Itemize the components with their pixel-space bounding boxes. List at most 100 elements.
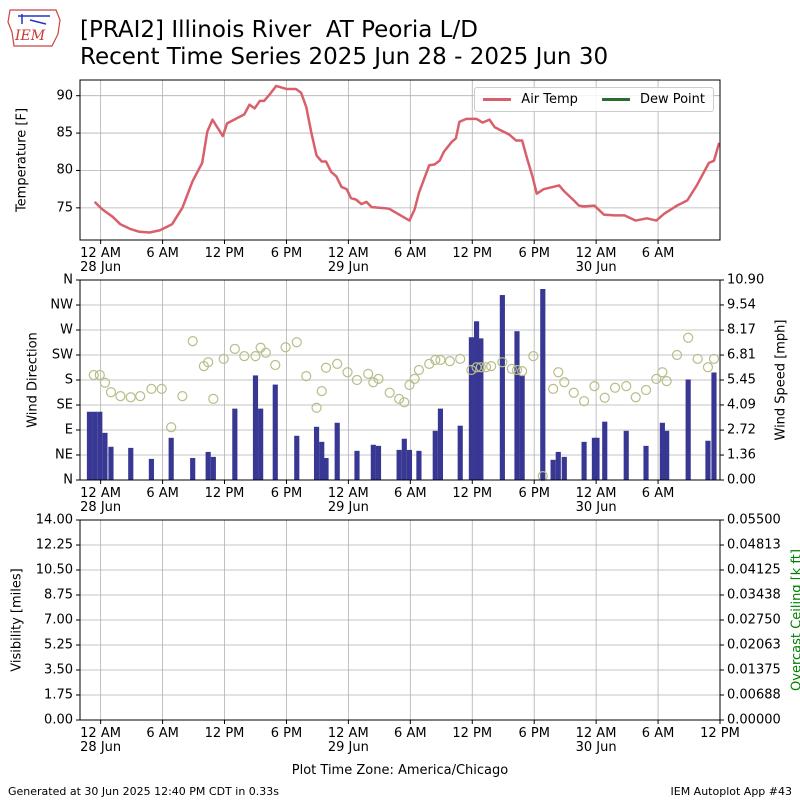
bar <box>581 441 587 480</box>
marker <box>413 364 425 376</box>
y2-tick-label: 0.04125 <box>727 562 781 578</box>
legend-swatch <box>483 98 512 101</box>
marker <box>528 351 539 362</box>
y-tick-label: E <box>64 422 73 438</box>
marker <box>88 369 99 381</box>
x-tick-label: 12 PM <box>204 486 245 501</box>
bar <box>705 440 711 480</box>
footer-left: Generated at 30 Jun 2025 12:40 PM CDT in… <box>8 785 280 798</box>
bar <box>457 425 463 480</box>
legend: Air Temp Dew Point <box>474 87 714 112</box>
x-tick-label: 6 PM <box>270 486 303 501</box>
bar <box>205 451 211 480</box>
bar <box>258 408 264 480</box>
marker <box>559 377 570 388</box>
y-tick-label: 80 <box>56 162 73 178</box>
legend-label: Dew Point <box>639 92 705 107</box>
x-tick-label: 12 AM 29 Jun <box>327 726 369 755</box>
marker <box>270 359 281 371</box>
marker <box>692 353 703 364</box>
bar <box>252 375 259 480</box>
bar <box>416 450 422 480</box>
bar <box>643 445 649 480</box>
line <box>93 84 721 234</box>
marker <box>187 336 198 347</box>
bar <box>92 411 98 480</box>
y2-tick-label: 8.17 <box>727 322 756 338</box>
marker <box>229 343 240 354</box>
bar <box>319 441 325 480</box>
y-tick-label: 75 <box>56 200 73 216</box>
bar <box>396 449 402 480</box>
x-tick-label: 6 PM <box>270 246 303 261</box>
marker <box>239 351 250 362</box>
marker <box>466 364 477 376</box>
marker <box>630 392 641 403</box>
legend-item: Air Temp <box>483 92 578 107</box>
y-tick-label: 0.00 <box>44 712 73 728</box>
marker <box>255 342 266 353</box>
marker <box>218 353 229 364</box>
bar <box>334 422 340 480</box>
marker <box>135 391 146 402</box>
y-tick-label: 5.25 <box>44 637 73 653</box>
marker <box>578 396 590 407</box>
x-axis-label: Plot Time Zone: America/Chicago <box>291 763 509 778</box>
marker <box>94 369 105 381</box>
marker <box>511 364 523 376</box>
y-axis-label: Visibility [miles] <box>9 568 25 672</box>
bar <box>168 437 174 480</box>
y2-tick-label: 2.72 <box>727 422 756 438</box>
marker <box>486 361 497 372</box>
y-tick-label: N <box>63 472 73 488</box>
marker <box>342 367 353 378</box>
y-tick-label: 12.25 <box>35 537 73 553</box>
bar <box>591 437 597 480</box>
bar <box>370 444 376 480</box>
bar <box>375 445 382 480</box>
marker <box>291 337 302 348</box>
bar <box>272 384 278 480</box>
marker <box>497 357 508 368</box>
bar <box>519 375 525 480</box>
logo-text: IEM <box>15 28 46 44</box>
x-tick-label: 12 AM 30 Jun <box>575 246 617 275</box>
marker <box>260 347 271 358</box>
marker <box>435 354 446 366</box>
x-tick-label: 6 AM <box>394 246 427 261</box>
marker <box>399 397 410 408</box>
marker <box>621 381 632 392</box>
y2-tick-label: 0.01375 <box>727 662 781 678</box>
marker <box>537 471 548 482</box>
bar <box>594 437 600 480</box>
y2-tick-label: 4.09 <box>727 397 756 413</box>
bar <box>602 421 608 480</box>
x-tick-label: 12 AM 29 Jun <box>327 246 369 275</box>
marker <box>373 373 384 384</box>
subtitle: Recent Time Series 2025 Jun 28 - 2025 Ju… <box>80 44 609 70</box>
marker <box>384 387 395 398</box>
y2-tick-label: 0.00000 <box>727 712 781 728</box>
marker <box>589 381 600 392</box>
x-tick-label: 6 AM <box>394 726 427 741</box>
marker <box>444 356 455 367</box>
y-tick-label: 90 <box>56 88 73 104</box>
y-axis-label: Temperature [F] <box>14 107 30 213</box>
x-tick-label: 6 AM <box>641 246 675 261</box>
plot-frame <box>79 279 721 481</box>
y2-tick-label: 0.02750 <box>727 612 781 628</box>
y-tick-label: 10.50 <box>35 562 73 578</box>
bar <box>437 408 444 480</box>
x-tick-label: 6 AM <box>146 486 179 501</box>
y2-tick-label: 0.00 <box>727 472 756 488</box>
marker <box>651 373 662 384</box>
marker <box>332 358 343 369</box>
y-tick-label: 8.75 <box>44 587 73 603</box>
marker <box>280 342 291 353</box>
x-tick-label: 6 PM <box>518 486 550 501</box>
bar <box>499 295 505 480</box>
y-tick-label: 14.00 <box>35 512 73 528</box>
marker <box>156 383 167 394</box>
bar <box>86 411 93 480</box>
